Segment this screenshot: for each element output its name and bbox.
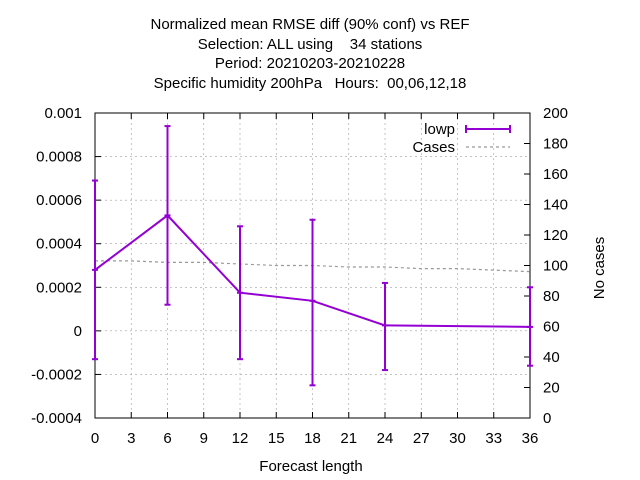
- y-tick-label: 0: [74, 323, 82, 340]
- title-line-2: Selection: ALL using 34 stations: [197, 35, 423, 53]
- y2-tick-label: 140: [543, 197, 568, 214]
- y2-tick-label: 160: [543, 166, 568, 183]
- x-tick-label: 24: [377, 430, 394, 447]
- y2-tick-label: 60: [543, 319, 560, 336]
- x-tick-label: 36: [522, 430, 539, 447]
- y2-tick-label: 180: [543, 136, 568, 153]
- x-tick-label: 21: [340, 430, 357, 447]
- y-tick-label: 0.0008: [36, 149, 82, 166]
- lowp-line: [94, 214, 531, 328]
- x-tick-label: 3: [127, 430, 135, 447]
- title-line-4: Specific humidity 200hPa Hours: 00,06,12…: [153, 74, 467, 92]
- title-line-1: Normalized mean RMSE diff (90% conf) vs …: [150, 16, 470, 33]
- y2-tick-label: 200: [543, 105, 568, 122]
- x-tick-label: 27: [413, 430, 430, 447]
- y2-tick-label: 20: [543, 380, 560, 397]
- y2-tick-label: 0: [543, 410, 551, 427]
- x-tick-label: 12: [232, 430, 249, 447]
- legend-label-lowp: lowp: [424, 121, 455, 138]
- x-axis-label: Forecast length: [259, 458, 362, 475]
- y-tick-label: 0.0004: [36, 236, 82, 253]
- y-tick-label: -0.0004: [31, 410, 82, 427]
- y2-tick-label: 80: [543, 288, 560, 305]
- legend-label-cases: Cases: [412, 139, 455, 156]
- x-tick-label: 18: [304, 430, 321, 447]
- title-line-3: Period: 20210203-20210228: [214, 55, 406, 72]
- x-tick-label: 30: [449, 430, 466, 447]
- series-lowp: [92, 125, 533, 387]
- y2-tick-label: 100: [543, 258, 568, 275]
- x-tick-label: 6: [163, 430, 171, 447]
- y2-tick-label: 120: [543, 227, 568, 244]
- chart-title: Normalized mean RMSE diff (90% conf) vs …: [0, 15, 620, 93]
- axis-ticks: 0 3 6 9 12 15 18 21 24 27 30 33 36-0.0004-0.000200.0…: [31, 105, 568, 447]
- y2-axis-label: No cases: [591, 237, 608, 300]
- x-tick-label: 0: [91, 430, 99, 447]
- x-tick-label: 33: [485, 430, 502, 447]
- y-tick-label: 0.001: [44, 105, 82, 122]
- y-tick-label: -0.0002: [31, 366, 82, 383]
- x-tick-label: 9: [200, 430, 208, 447]
- x-tick-label: 15: [268, 430, 285, 447]
- y-tick-label: 0.0006: [36, 192, 82, 209]
- y-tick-label: 0.0002: [36, 279, 82, 296]
- y2-tick-label: 40: [543, 349, 560, 366]
